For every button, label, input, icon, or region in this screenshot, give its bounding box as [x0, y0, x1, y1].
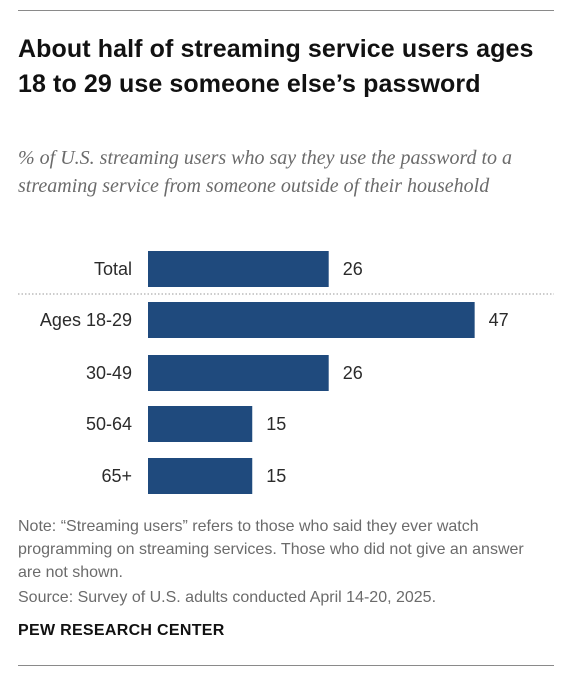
bar-total	[148, 251, 329, 287]
bar-ages-18-29	[148, 302, 475, 338]
bar-30-49	[148, 355, 329, 391]
bar-chart-svg: Total 26 Ages 18-29 47 30-49 26 50-64 15 65+ 15	[18, 251, 554, 494]
top-rule	[18, 10, 554, 11]
chart-source: Source: Survey of U.S. adults conducted …	[18, 589, 437, 606]
category-label-50-64: 50-64	[86, 414, 132, 434]
bar-chart: Total 26 Ages 18-29 47 30-49 26 50-64 15 65+ 15	[0, 240, 566, 510]
chart-note: Note: “Streaming users” refers to those …	[18, 518, 524, 581]
bar-50-64	[148, 406, 253, 442]
value-label-50-64: 15	[266, 414, 286, 434]
category-label-30-49: 30-49	[86, 363, 132, 383]
value-label-ages-18-29: 47	[489, 310, 509, 330]
chart-title: About half of streaming service users ag…	[18, 35, 534, 98]
category-label-ages-18-29: Ages 18-29	[40, 310, 132, 330]
bottom-rule	[18, 665, 554, 666]
value-label-total: 26	[343, 259, 363, 279]
chart-subtitle: % of U.S. streaming users who say they u…	[18, 147, 513, 197]
category-label-65: 65+	[101, 466, 132, 486]
bar-65	[148, 458, 253, 494]
publisher-logo: PEW RESEARCH CENTER	[18, 622, 225, 639]
value-label-30-49: 26	[343, 363, 363, 383]
value-label-65: 15	[266, 466, 286, 486]
category-label-total: Total	[94, 259, 132, 279]
